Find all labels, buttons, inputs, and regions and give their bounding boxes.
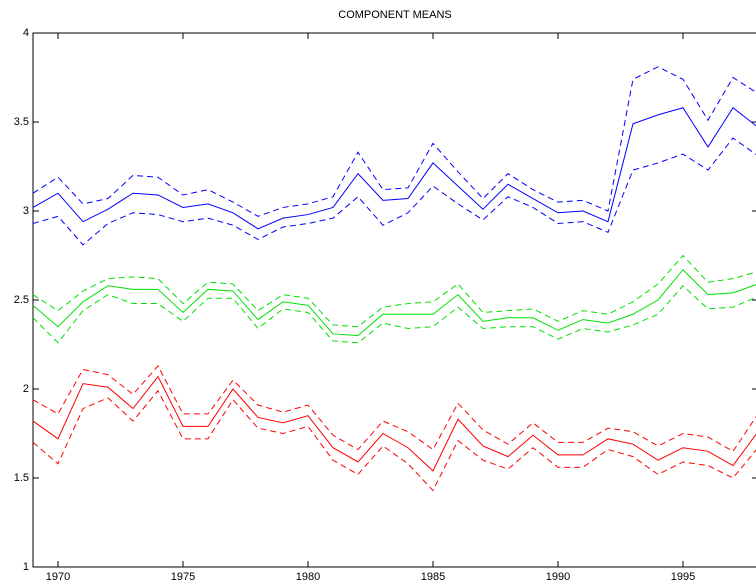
- chart-title: COMPONENT MEANS: [338, 9, 451, 21]
- x-tick-label: 1995: [671, 571, 695, 583]
- bound-line: [32, 364, 756, 452]
- y-tick-label: 3.5: [14, 116, 29, 128]
- y-tick-label: 2: [23, 383, 29, 395]
- bound-line: [32, 285, 756, 344]
- bound-line: [32, 66, 756, 217]
- mean-line: [32, 107, 756, 230]
- y-tick-label: 4: [23, 27, 29, 39]
- y-tick-label: 3: [23, 205, 29, 217]
- y-tick-label: 1.5: [14, 472, 29, 484]
- y-tick-label: 1: [23, 561, 29, 573]
- x-tick-label: 1990: [546, 571, 570, 583]
- bound-line: [32, 254, 756, 328]
- x-tick-label: 1985: [421, 571, 445, 583]
- x-tick-label: 1980: [296, 571, 320, 583]
- y-tick-label: 2.5: [14, 294, 29, 306]
- mean-line: [32, 375, 756, 472]
- plot-frame: [32, 32, 756, 568]
- x-tick-label: 1975: [171, 571, 195, 583]
- mean-line: [32, 268, 756, 337]
- bound-line: [32, 137, 756, 246]
- bound-line: [32, 389, 756, 492]
- x-tick-label: 1970: [46, 571, 70, 583]
